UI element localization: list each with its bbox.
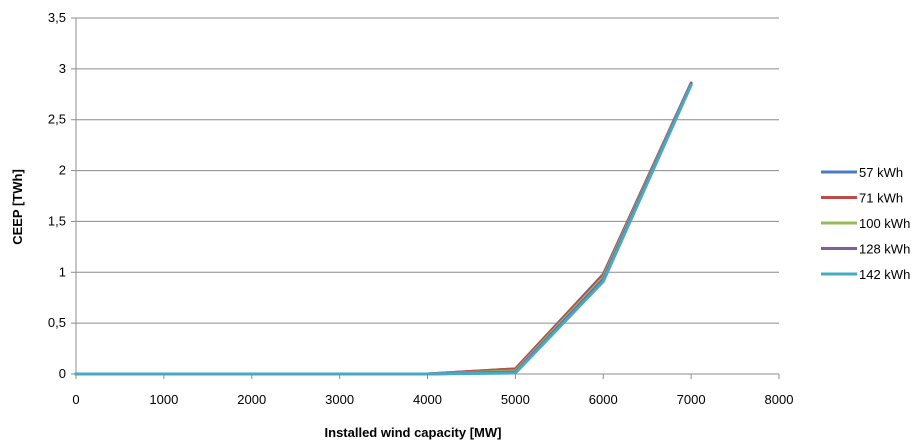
x-tick-label: 2000 bbox=[237, 392, 266, 407]
x-tick-label: 3000 bbox=[325, 392, 354, 407]
series-line-71-kwh bbox=[74, 81, 693, 376]
x-tick-label: 5000 bbox=[501, 392, 530, 407]
x-tick-label: 0 bbox=[72, 392, 79, 407]
legend-label: 57 kWh bbox=[859, 165, 903, 180]
legend-item: 71 kWh bbox=[821, 191, 903, 206]
legend-item: 100 kWh bbox=[821, 216, 910, 231]
legend-item: 142 kWh bbox=[821, 267, 910, 282]
legend-label: 100 kWh bbox=[859, 216, 910, 231]
series-line-128-kwh bbox=[74, 82, 693, 376]
x-tick-label: 6000 bbox=[589, 392, 618, 407]
legend-label: 142 kWh bbox=[859, 267, 910, 282]
y-tick-label: 0,5 bbox=[48, 315, 66, 330]
x-tick-label: 8000 bbox=[765, 392, 794, 407]
legend-label: 71 kWh bbox=[859, 191, 903, 206]
y-tick-label: 0 bbox=[59, 366, 66, 381]
y-tick-label: 2 bbox=[59, 163, 66, 178]
x-axis-title: Installed wind capacity [MW] bbox=[325, 425, 502, 440]
legend: 57 kWh 71 kWh 100 kWh 128 kWh 142 kWh bbox=[821, 165, 910, 282]
x-tick-label: 1000 bbox=[149, 392, 178, 407]
x-tick-label: 4000 bbox=[413, 392, 442, 407]
legend-item: 57 kWh bbox=[821, 165, 903, 180]
series-line-100-kwh bbox=[74, 82, 693, 376]
y-tick-label: 1 bbox=[59, 264, 66, 279]
y-tick-label: 3,5 bbox=[48, 10, 66, 25]
y-tick-label: 2,5 bbox=[48, 112, 66, 127]
legend-item: 128 kWh bbox=[821, 242, 910, 257]
y-axis-title: CEEP [TWh] bbox=[10, 169, 25, 245]
y-tick-label: 1,5 bbox=[48, 213, 66, 228]
series-line-57-kwh bbox=[74, 81, 693, 376]
legend-label: 128 kWh bbox=[859, 242, 910, 257]
series-lines bbox=[74, 81, 693, 376]
series-line-142-kwh bbox=[74, 83, 693, 376]
x-tick-label: 7000 bbox=[677, 392, 706, 407]
x-tick-labels: 0 1000 2000 3000 4000 5000 6000 7000 8000 bbox=[72, 392, 793, 407]
y-tick-labels: 0 0,5 1 1,5 2 2,5 3 3,5 bbox=[48, 10, 66, 381]
gridlines bbox=[76, 17, 779, 324]
y-tick-label: 3 bbox=[59, 61, 66, 76]
axes bbox=[71, 17, 780, 379]
